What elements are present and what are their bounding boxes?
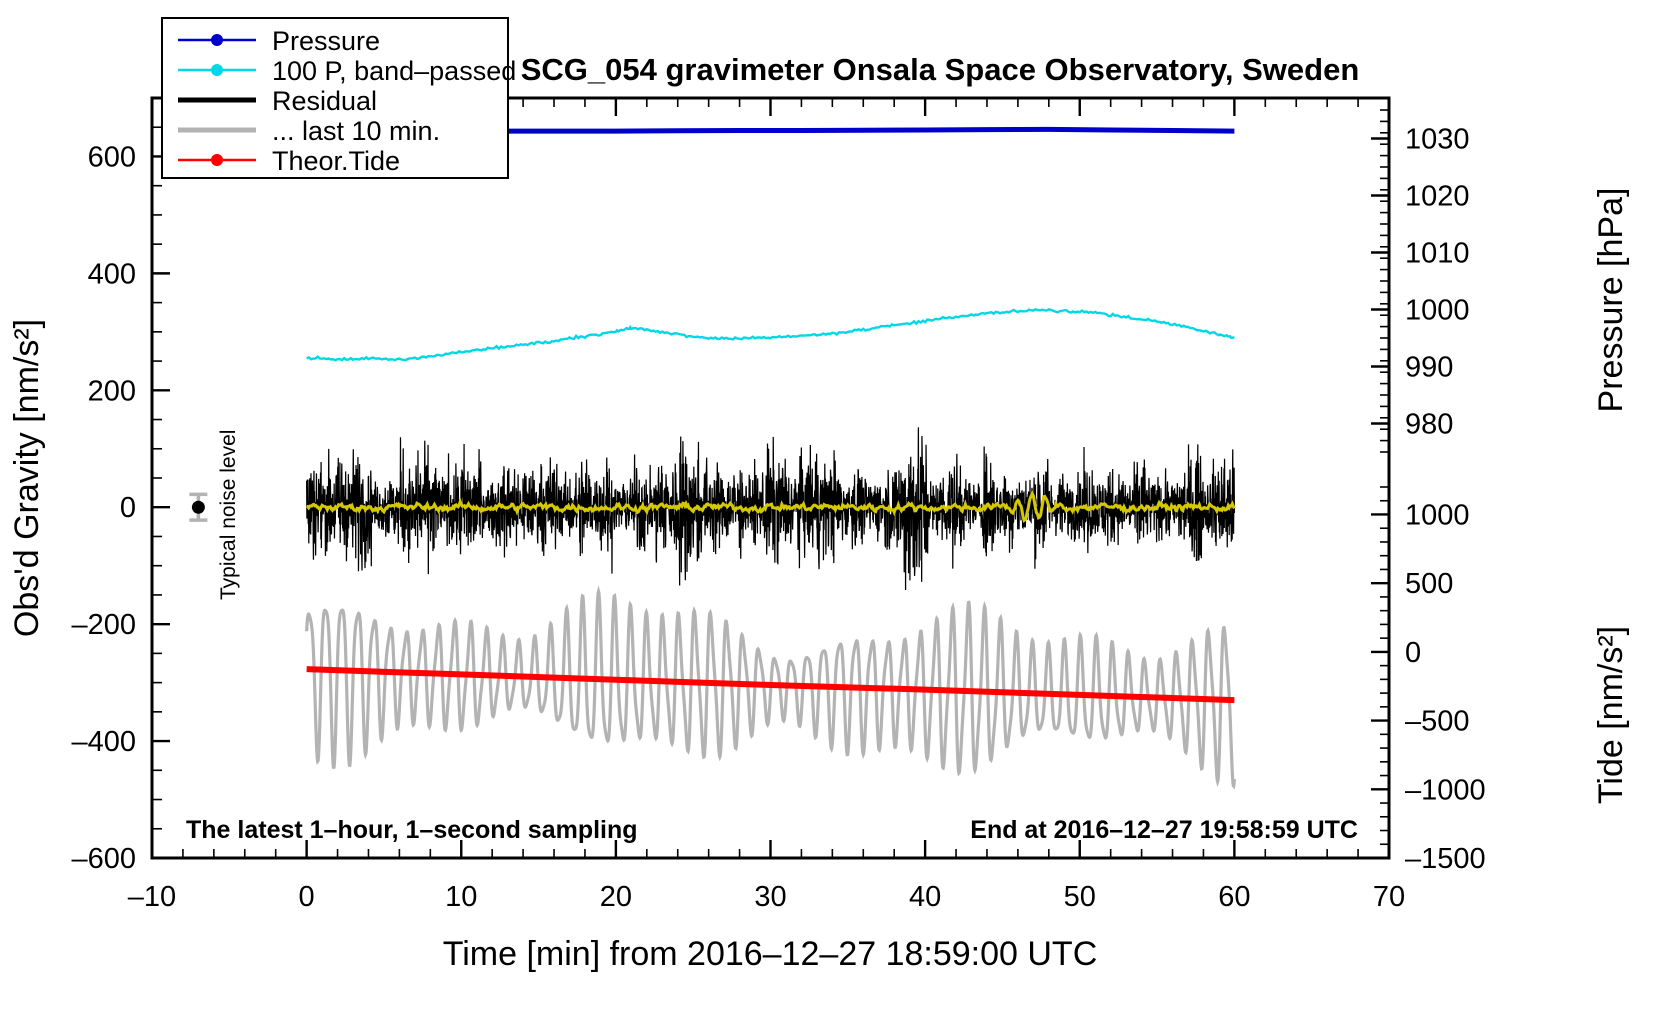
x-tick-label: 70: [1373, 881, 1405, 913]
y-tick-label: 0: [120, 492, 136, 524]
right-pressure-axis-title: Pressure [hPa]: [1592, 188, 1630, 413]
series-last-10-min: [305, 585, 1236, 790]
x-tick-label: 40: [909, 881, 941, 913]
series-band-passed-pressure: [306, 307, 1235, 362]
sampling-note: The latest 1–hour, 1–second sampling: [186, 816, 638, 844]
series-residual: [306, 427, 1236, 590]
legend-item-label[interactable]: Pressure: [272, 26, 380, 56]
data-traces: [305, 126, 1236, 790]
end-time-note: End at 2016–12–27 19:58:59 UTC: [970, 816, 1358, 844]
tide-tick-label: 0: [1405, 637, 1421, 669]
noise-level-label: Typical noise level: [217, 430, 240, 600]
legend-item-label[interactable]: Residual: [272, 86, 377, 116]
y-tick-label: 200: [88, 375, 136, 407]
y-axis-right-ticks: 1030 1020 1010 1000 990 980 1000 500 0 –500 –1000 –…: [1371, 109, 1486, 875]
series-pressure: [507, 126, 1235, 134]
tide-tick-label: –500: [1405, 706, 1470, 738]
y-tick-label: –600: [71, 843, 136, 875]
tide-tick-label: –1000: [1405, 774, 1486, 806]
legend-marker-dot: [211, 34, 223, 46]
x-tick-label: 10: [445, 881, 477, 913]
x-tick-label: 20: [600, 881, 632, 913]
x-tick-label: 0: [299, 881, 315, 913]
y-axis-title: Obs'd Gravity [nm/s²]: [8, 319, 46, 637]
x-axis-title: Time [min] from 2016–12–27 18:59:00 UTC: [443, 935, 1098, 973]
legend-marker-dot: [211, 64, 223, 76]
pressure-tick-label: 990: [1405, 352, 1453, 384]
y-tick-label: 600: [88, 141, 136, 173]
x-tick-label: 50: [1064, 881, 1096, 913]
y-tick-label: –200: [71, 609, 136, 641]
tide-tick-label: –1500: [1405, 843, 1486, 875]
pressure-tick-label: 1000: [1405, 295, 1470, 327]
legend-item-label[interactable]: ... last 10 min.: [272, 116, 440, 146]
legend-item-label[interactable]: Theor.Tide: [272, 146, 400, 176]
y-tick-label: 400: [88, 258, 136, 290]
y-tick-label: –400: [71, 726, 136, 758]
x-tick-label: 60: [1218, 881, 1250, 913]
tide-tick-label: 500: [1405, 568, 1453, 600]
pressure-tick-label: 980: [1405, 409, 1453, 441]
tide-tick-label: 1000: [1405, 499, 1470, 531]
pressure-tick-label: 1020: [1405, 181, 1470, 213]
legend-marker-dot: [211, 154, 223, 166]
series-residual-overlay: [306, 490, 1236, 523]
noise-level-marker: [189, 492, 208, 522]
right-tide-axis-title: Tide [nm/s²]: [1592, 626, 1630, 804]
series-theoretical-tide: [306, 666, 1235, 704]
page-title: SCG_054 gravimeter Onsala Space Observat…: [521, 52, 1360, 87]
x-tick-label: –10: [128, 881, 176, 913]
pressure-tick-label: 1030: [1405, 124, 1470, 156]
x-tick-label: 30: [754, 881, 786, 913]
pressure-tick-label: 1010: [1405, 238, 1470, 270]
y-axis-left-ticks: 600 400 200 0 –200 –400 –600: [71, 97, 170, 875]
x-axis-ticks: –10 0 10 20 30 40 50 60 70: [128, 98, 1405, 913]
legend-item-label[interactable]: 100 P, band–passed: [272, 56, 516, 86]
